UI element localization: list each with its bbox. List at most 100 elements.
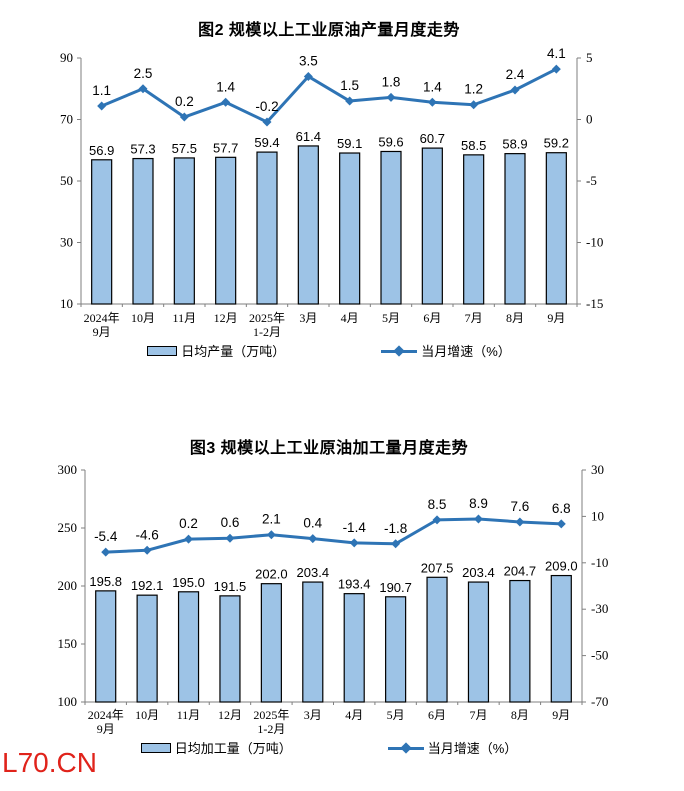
right-axis-tick-label: 0 [586,112,593,127]
bar-value-label: 58.5 [461,138,486,153]
bar [219,595,241,703]
line-value-label: 0.2 [179,516,198,531]
x-axis-label: 9月 [547,311,565,325]
diamond-marker-icon [303,71,313,81]
line-value-label: -1.4 [343,520,367,535]
left-axis-tick-label: 250 [58,520,78,535]
line-value-label: -1.8 [384,521,407,536]
x-axis-label: 8月 [511,708,529,722]
line-value-label: 6.8 [552,501,571,516]
bar [545,152,567,305]
bar [132,157,154,305]
diamond-marker-icon [262,117,272,127]
bar-value-label: 59.1 [337,136,362,151]
line-value-label: -4.6 [135,527,158,542]
bar-value-label: 57.5 [172,141,197,156]
bar-value-label: 192.1 [131,578,164,593]
x-axis-label: 2025年 [253,708,289,722]
line-value-label: 1.2 [464,82,483,97]
line-value-label: 3.5 [299,53,318,68]
line-swatch-icon [381,344,418,357]
diamond-marker-icon [349,538,359,548]
diamond-marker-icon [556,519,566,529]
x-axis-label: 9月 [552,708,570,722]
diamond-marker-icon [345,96,355,106]
right-axis-tick-label: -10 [591,555,608,570]
line-value-label: 0.2 [175,94,194,109]
diamond-marker-icon [469,100,479,110]
right-axis-tick-label: -10 [586,235,603,250]
line-value-label: 1.4 [423,79,442,94]
diamond-marker-icon [179,112,189,122]
diamond-marker-icon [386,92,396,102]
line-value-label: 1.8 [382,74,401,89]
left-axis-tick-label: 300 [58,462,78,477]
right-axis-tick-label: 10 [591,508,604,523]
bar-value-label: 193.4 [338,577,371,592]
legend-item-bar: 日均加工量（万吨） [140,738,292,757]
bar-value-label: 58.9 [502,137,527,152]
chart2-legend: 日均产量（万吨） 当月增速（%） [0,341,658,360]
left-axis-tick-label: 50 [60,173,73,188]
right-axis-tick-label: -50 [591,648,608,663]
x-axis-label: 3月 [304,708,322,722]
x-axis-label: 5月 [382,311,400,325]
line-value-label: 4.1 [547,46,566,61]
x-axis-label: 2024年 [88,708,124,722]
bar-value-label: 59.4 [254,135,279,150]
bar [339,152,361,305]
bar-value-label: 204.7 [504,564,537,579]
bar-value-label: 203.4 [297,565,330,580]
x-axis-label: 12月 [218,708,242,722]
x-axis-label: 5月 [387,708,405,722]
right-axis-tick-label: -70 [591,694,608,709]
x-axis-label: 4月 [345,708,363,722]
line-value-label: 7.6 [510,499,529,514]
x-axis-label: 7月 [469,708,487,722]
bar-value-label: 57.3 [130,142,155,157]
x-axis-label: 10月 [131,311,155,325]
line-value-label: 1.5 [340,78,359,93]
line-value-label: 1.4 [216,79,235,94]
bar-value-label: 61.4 [296,129,321,144]
left-axis-tick-label: 150 [58,636,78,651]
diamond-marker-icon [142,545,152,555]
bar-value-label: 59.2 [544,136,569,151]
diamond-marker-icon [101,547,111,557]
left-axis-tick-label: 90 [60,50,73,65]
legend-item-line: 当月增速（%） [387,738,517,757]
axes [77,57,581,307]
growth-line-series: 1.1 2.5 0.2 1.4 -0.2 3.5 1.5 1.8 1.4 1.2 2.4 4.1 [92,46,566,127]
x-axis-label: 10月 [135,708,159,722]
bar-swatch-icon [140,742,171,753]
right-axis-tick-label: -15 [586,296,603,311]
bar [91,159,113,305]
x-axis-label: 3月 [299,311,317,325]
bar [421,147,443,305]
bar [504,153,526,305]
bar-series: 195.8 192.1 195.0 191.5 202.0 203.4 193.4 190.7… [89,559,578,703]
line-value-label: 2.4 [506,67,525,82]
x-axis-label: 6月 [428,708,446,722]
diamond-marker-icon [221,97,231,107]
bar [215,156,237,305]
diamond-marker-icon [551,64,561,74]
line-swatch-icon [387,741,424,754]
x-axis-label: 12月 [214,311,238,325]
bar [177,591,200,703]
legend-label-bar: 日均加工量（万吨） [174,741,292,756]
bar-value-label: 202.0 [255,567,288,582]
watermark-text: L70.CN [2,747,97,778]
line-value-label: 2.1 [262,512,281,527]
bar [463,154,485,305]
right-axis-tick-label: 5 [586,50,593,65]
left-axis-tick-label: 200 [58,578,78,593]
diamond-marker-icon [184,534,194,544]
x-axis-label: 9月 [93,325,111,339]
right-axis-tick-label: 30 [591,462,604,477]
legend-label-bar: 日均产量（万吨） [181,344,286,359]
x-axis-label: 7月 [465,311,483,325]
bar-value-label: 207.5 [421,560,454,575]
left-axis-tick-label: 30 [60,235,73,250]
